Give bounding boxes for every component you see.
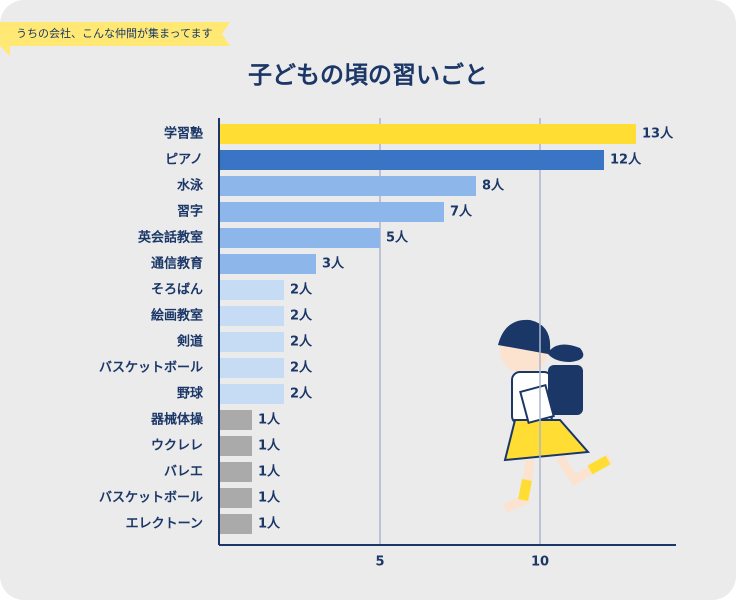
y-tick-label: 通信教育 [151, 256, 203, 272]
y-tick-label: 水泳 [177, 178, 204, 194]
tag: うちの会社、こんな仲間が集まってます [16, 26, 212, 40]
y-tick-label: バスケットボール [99, 490, 203, 506]
value-label: 3人 [322, 256, 345, 272]
bar [220, 436, 252, 456]
value-label: 12人 [610, 152, 642, 168]
bar [220, 254, 316, 274]
bar [220, 384, 284, 404]
value-label: 1人 [258, 412, 281, 428]
y-tick-label: バレエ [164, 465, 203, 480]
bar [220, 514, 252, 534]
y-tick-label: エレクトーン [126, 517, 203, 532]
bar [220, 410, 252, 430]
y-tick-label: 習字 [177, 204, 203, 220]
bar [220, 124, 636, 144]
value-label: 2人 [290, 308, 313, 324]
value-label: 2人 [290, 360, 313, 376]
y-tick-label: バスケットボール [99, 360, 203, 376]
y-tick-label: そろばん [151, 283, 203, 298]
y-tick-label: ピアノ [165, 153, 203, 168]
y-tick-label: ウクレレ [151, 439, 203, 454]
value-label: 2人 [290, 386, 313, 402]
bar [220, 462, 252, 482]
chart-title: 子どもの頃の習いごと [248, 61, 488, 89]
value-label: 2人 [290, 282, 313, 298]
value-label: 1人 [258, 464, 281, 480]
value-label: 13人 [642, 126, 674, 142]
bar [220, 176, 476, 196]
bar [220, 358, 284, 378]
value-label: 7人 [450, 204, 473, 220]
value-label: 1人 [258, 438, 281, 454]
value-label: 1人 [258, 490, 281, 506]
y-tick-label: 剣道 [176, 334, 203, 350]
bar [220, 306, 284, 326]
bar [220, 202, 444, 222]
ribbon [0, 22, 230, 56]
y-tick-label: 器械体操 [150, 412, 203, 428]
y-tick-label: 絵画教室 [151, 308, 203, 324]
illustration [498, 319, 613, 513]
x-tick-label: 10 [531, 555, 549, 570]
bar [220, 228, 380, 248]
x-tick-label: 5 [375, 555, 384, 570]
value-label: 2人 [290, 334, 313, 350]
y-tick-label: 英会話教室 [137, 230, 203, 246]
y-tick-label: 野球 [177, 386, 204, 402]
value-label: 1人 [258, 516, 281, 532]
bar [220, 150, 604, 170]
y-tick-label: 学習塾 [164, 126, 203, 142]
bar [220, 488, 252, 508]
bar [220, 280, 284, 300]
value-label: 5人 [386, 230, 409, 246]
value-label: 8人 [482, 178, 505, 194]
bar [220, 332, 284, 352]
